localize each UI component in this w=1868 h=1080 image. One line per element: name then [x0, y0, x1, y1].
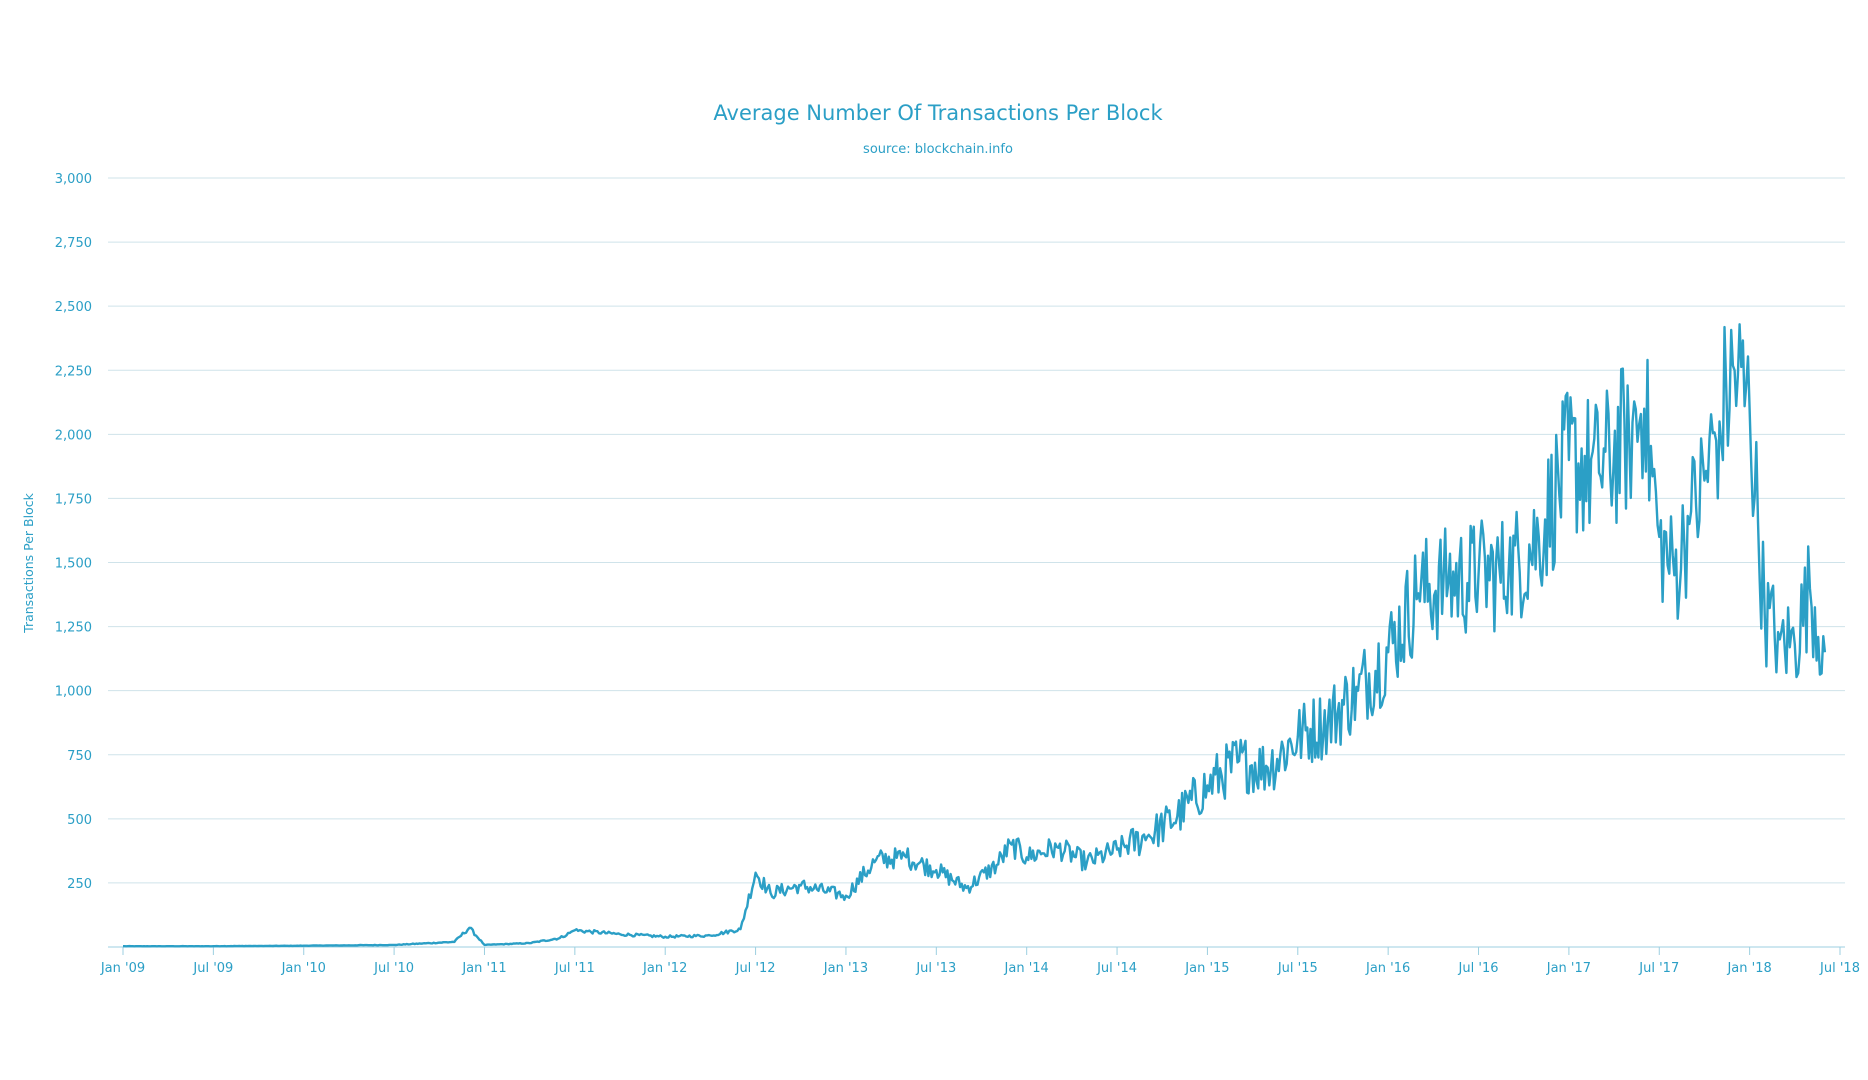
x-tick-label: Jul '09	[192, 961, 233, 976]
x-axis-ticks: Jan '09 Jul '09 Jan '10 Jul '10 Jan '11 Jul '…	[100, 947, 1860, 976]
y-tick-label: 250	[67, 877, 92, 892]
y-tick-label: 2,250	[55, 364, 92, 379]
y-tick-label: 3,000	[55, 172, 92, 187]
y-axis-label: Transactions Per Block	[21, 492, 36, 633]
x-tick-label: Jan '09	[100, 961, 145, 976]
y-tick-label: 1,750	[55, 492, 92, 507]
x-tick-label: Jul '12	[735, 961, 776, 976]
y-tick-label: 750	[67, 749, 92, 764]
x-tick-label: Jan '10	[281, 961, 326, 976]
gridlines	[108, 177, 1845, 884]
x-tick-label: Jan '15	[1184, 961, 1229, 976]
y-tick-label: 2,750	[55, 236, 92, 251]
x-tick-label: Jan '11	[461, 961, 506, 976]
x-tick-label: Jul '13	[915, 961, 956, 976]
x-tick-label: Jul '17	[1638, 961, 1679, 976]
y-tick-label: 1,500	[55, 557, 92, 572]
y-axis-ticks: 250 500 750 1,000 1,250 1,500 1,750 2,000 2,250 2…	[55, 172, 92, 892]
x-tick-label: Jan '16	[1365, 961, 1410, 976]
x-tick-label: Jul '15	[1277, 961, 1318, 976]
y-tick-label: 500	[67, 813, 92, 828]
y-tick-label: 1,000	[55, 685, 92, 700]
y-tick-label: 2,000	[55, 428, 92, 443]
chart-title: Average Number Of Transactions Per Block	[713, 101, 1163, 125]
y-tick-label: 2,500	[55, 300, 92, 315]
chart-subtitle: source: blockchain.info	[863, 142, 1013, 157]
x-tick-label: Jan '18	[1726, 961, 1771, 976]
x-tick-label: Jul '10	[373, 961, 414, 976]
x-tick-label: Jul '14	[1096, 961, 1137, 976]
series-line	[123, 323, 1827, 948]
x-tick-label: Jan '14	[1004, 961, 1049, 976]
x-tick-label: Jan '13	[823, 961, 868, 976]
x-tick-label: Jul '18	[1819, 961, 1860, 976]
x-tick-label: Jan '12	[642, 961, 687, 976]
x-tick-label: Jan '17	[1546, 961, 1591, 976]
x-tick-label: Jul '11	[554, 961, 595, 976]
x-tick-label: Jul '16	[1458, 961, 1499, 976]
y-tick-label: 1,250	[55, 621, 92, 636]
